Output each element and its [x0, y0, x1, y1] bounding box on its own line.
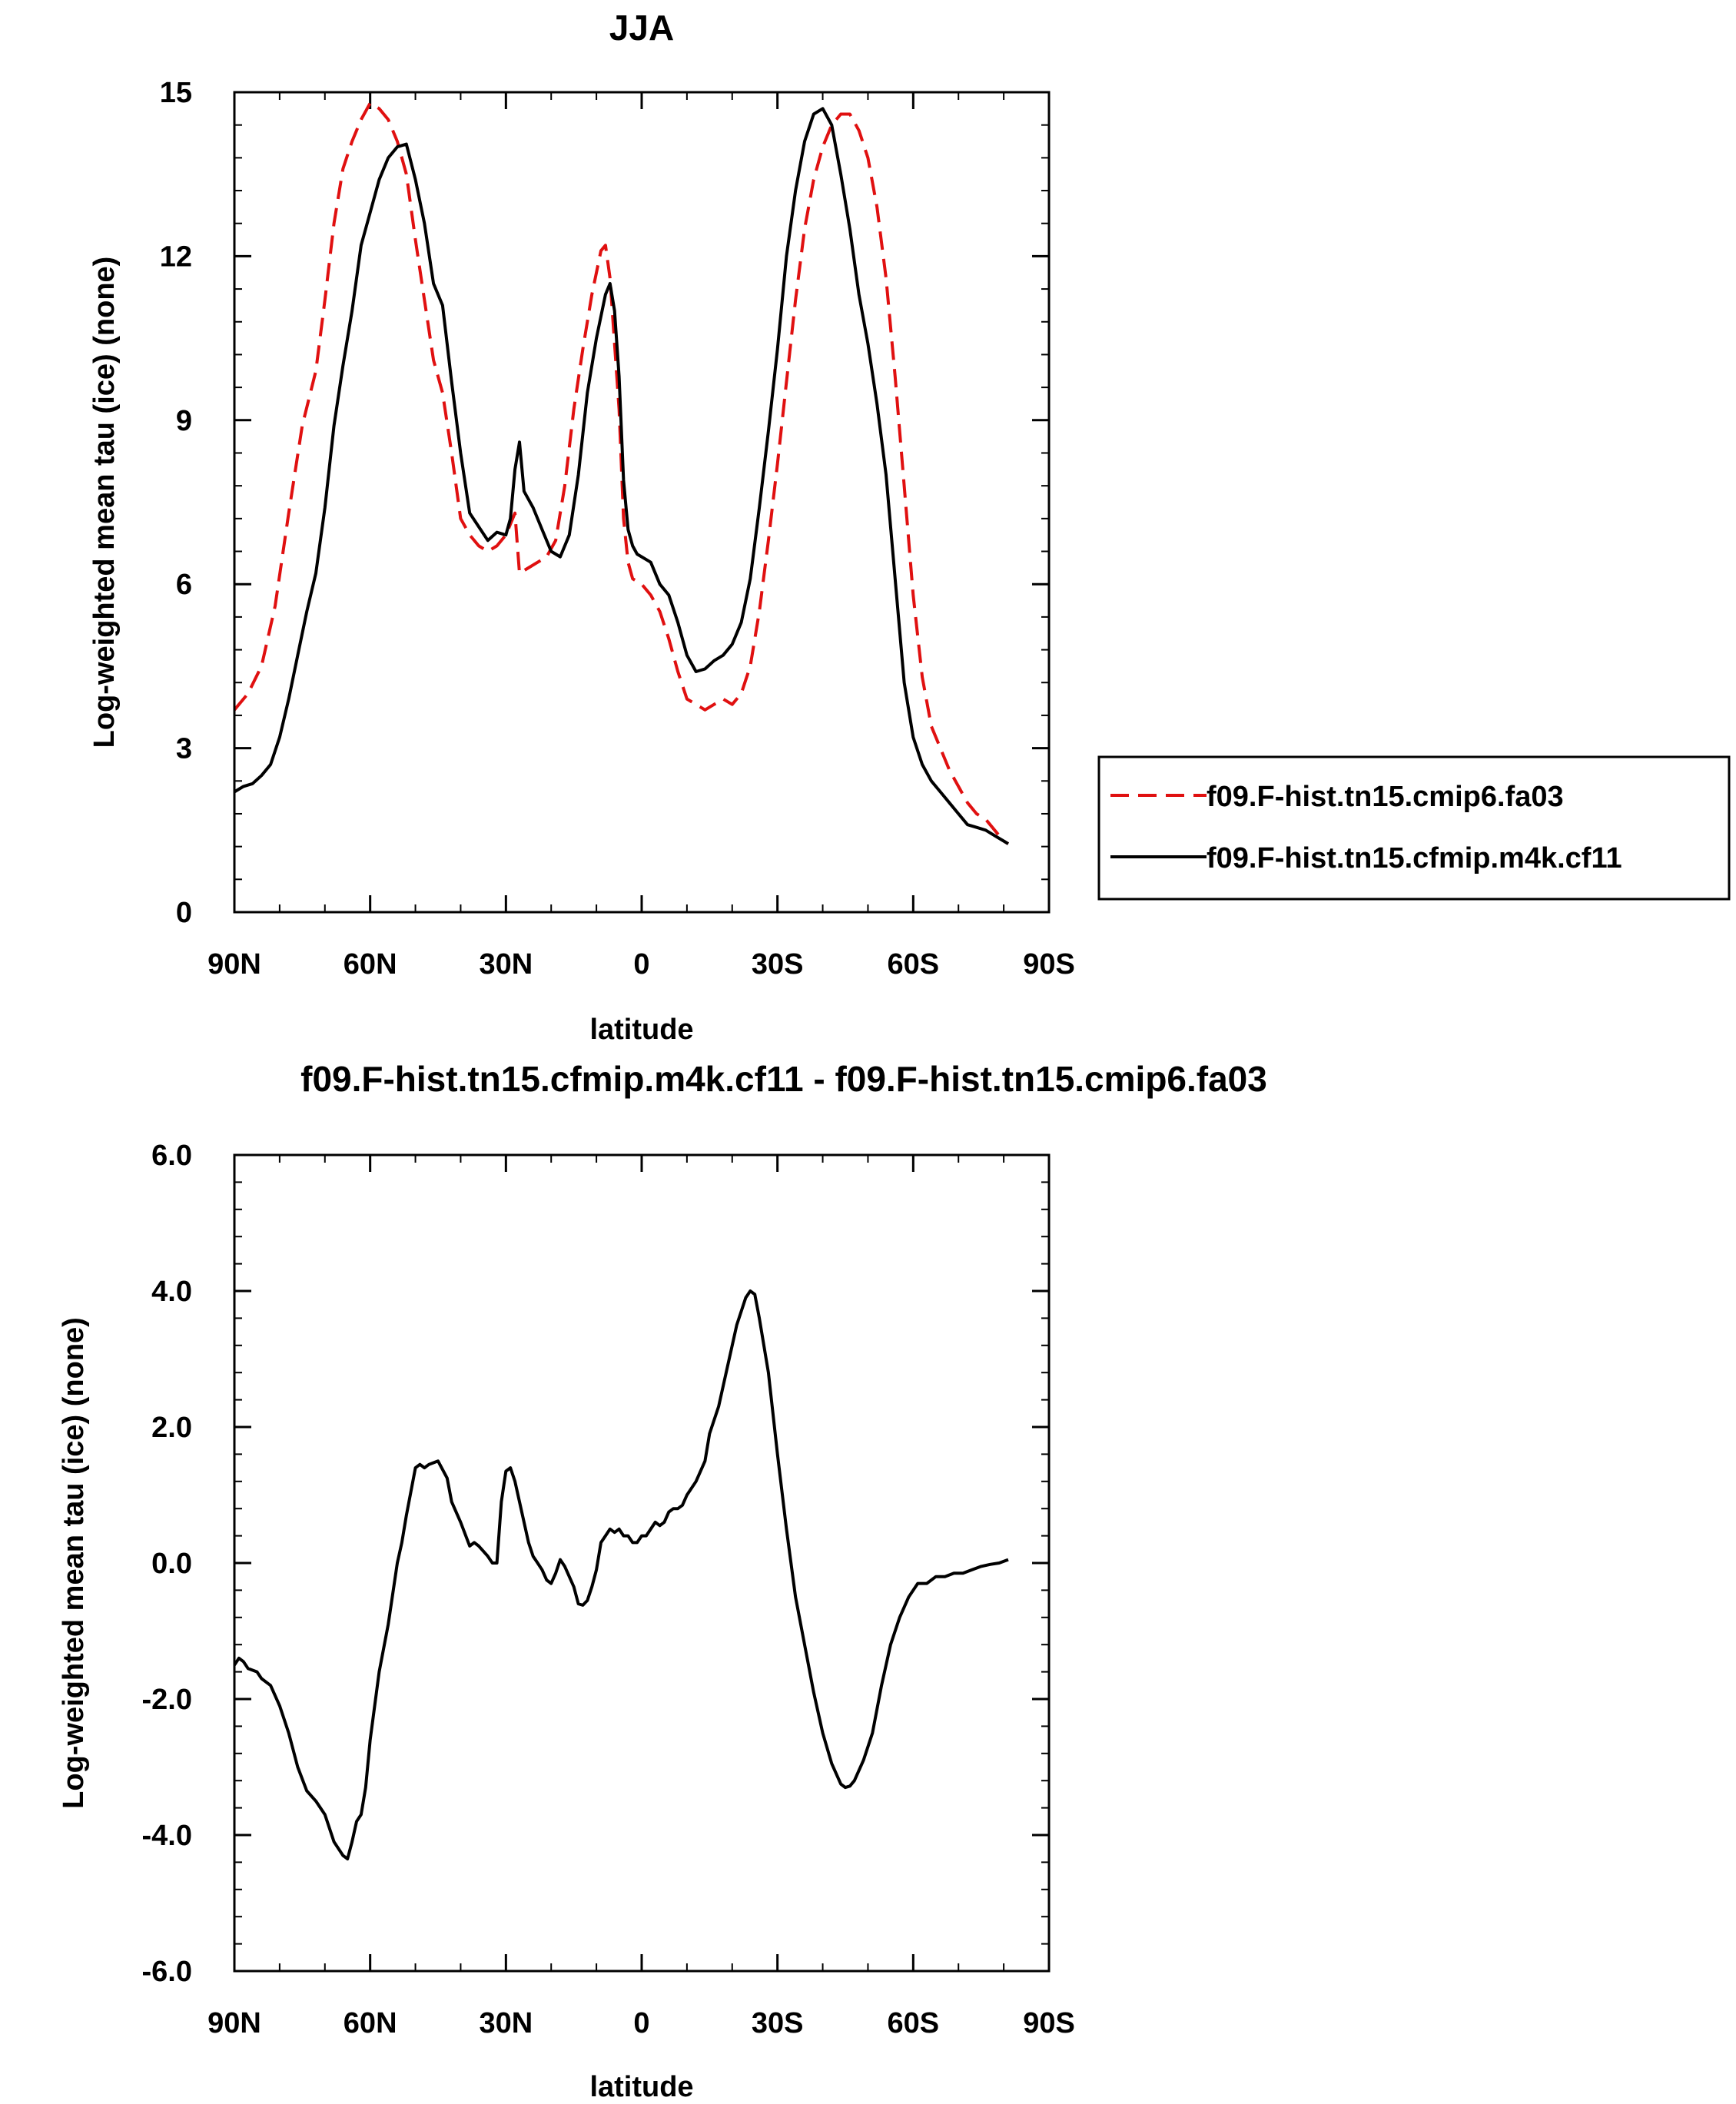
y-tick-label: 0	[176, 897, 192, 929]
y-tick-label: -4.0	[142, 1820, 192, 1852]
bottom-chart: f09.F-hist.tn15.cfmip.m4k.cf11 - f09.F-h…	[58, 1059, 1267, 2103]
y-tick-label: 9	[176, 405, 192, 437]
x-tick-label: 90N	[207, 2007, 261, 2039]
x-tick-label: 0	[633, 948, 649, 981]
y-tick-label: -6.0	[142, 1956, 192, 1988]
y-tick-label: 6	[176, 569, 192, 601]
series-line-cmip6-fa03	[233, 101, 1010, 845]
x-tick-label: 60S	[888, 948, 940, 981]
top-chart-x-axis-label: latitude	[589, 1014, 693, 1046]
top-chart-legend: f09.F-hist.tn15.cmip6.fa03 f09.F-hist.tn…	[1097, 755, 1731, 901]
y-tick-label: 12	[160, 241, 192, 273]
x-tick-label: 60N	[344, 948, 397, 981]
top-chart-x-tick-labels: 90N 60N 30N 0 30S 60S 90S	[207, 948, 1075, 981]
top-chart-title: JJA	[609, 8, 674, 48]
bottom-chart-y-tick-labels: -6.0 -4.0 -2.0 0.0 2.0 4.0 6.0	[142, 1140, 192, 1988]
top-chart-y-axis-label: Log-weighted mean tau (ice) (none)	[88, 257, 121, 748]
y-tick-label: 6.0	[151, 1140, 192, 1172]
bottom-chart-y-axis-label: Log-weighted mean tau (ice) (none)	[58, 1317, 90, 1809]
legend-label-cfmip-m4k-cf11: f09.F-hist.tn15.cfmip.m4k.cf11	[1207, 842, 1622, 874]
y-tick-label: -2.0	[142, 1684, 192, 1716]
legend-box	[1097, 755, 1731, 901]
y-tick-label: 15	[160, 77, 192, 109]
bottom-chart-x-axis-label: latitude	[589, 2071, 693, 2103]
top-chart-series	[233, 101, 1010, 845]
x-tick-label: 30S	[752, 948, 804, 981]
x-tick-label: 90S	[1023, 2007, 1075, 2039]
top-chart-major-ticks	[233, 91, 1051, 914]
y-tick-label: 0.0	[151, 1548, 192, 1580]
top-chart: JJA 0 3 6 9 12 15 90N 60N 30N 0 30S 60S 90S latitud…	[88, 8, 1731, 1046]
top-chart-minor-ticks	[234, 91, 1050, 913]
x-tick-label: 30N	[479, 948, 533, 981]
x-tick-label: 90N	[207, 948, 261, 981]
bottom-chart-x-tick-labels: 90N 60N 30N 0 30S 60S 90S	[207, 2007, 1075, 2039]
y-tick-label: 3	[176, 733, 192, 765]
bottom-chart-title: f09.F-hist.tn15.cfmip.m4k.cf11 - f09.F-h…	[300, 1059, 1267, 1099]
x-tick-label: 60S	[888, 2007, 940, 2039]
y-tick-label: 4.0	[151, 1276, 192, 1308]
top-chart-y-tick-labels: 0 3 6 9 12 15	[160, 77, 192, 929]
difference-line	[233, 1289, 1009, 1860]
x-tick-label: 60N	[344, 2007, 397, 2039]
y-tick-label: 2.0	[151, 1412, 192, 1444]
x-tick-label: 0	[633, 2007, 649, 2039]
x-tick-label: 90S	[1023, 948, 1075, 981]
x-tick-label: 30S	[752, 2007, 804, 2039]
bottom-chart-series	[233, 1289, 1009, 1860]
bottom-chart-major-ticks	[233, 1153, 1051, 1973]
series-line-cfmip-m4k-cf11	[233, 107, 1010, 845]
x-tick-label: 30N	[479, 2007, 533, 2039]
bottom-chart-minor-ticks	[234, 1154, 1050, 1972]
top-chart-frame	[233, 91, 1051, 914]
bottom-chart-frame	[233, 1153, 1051, 1973]
legend-label-cmip6-fa03: f09.F-hist.tn15.cmip6.fa03	[1207, 781, 1564, 813]
